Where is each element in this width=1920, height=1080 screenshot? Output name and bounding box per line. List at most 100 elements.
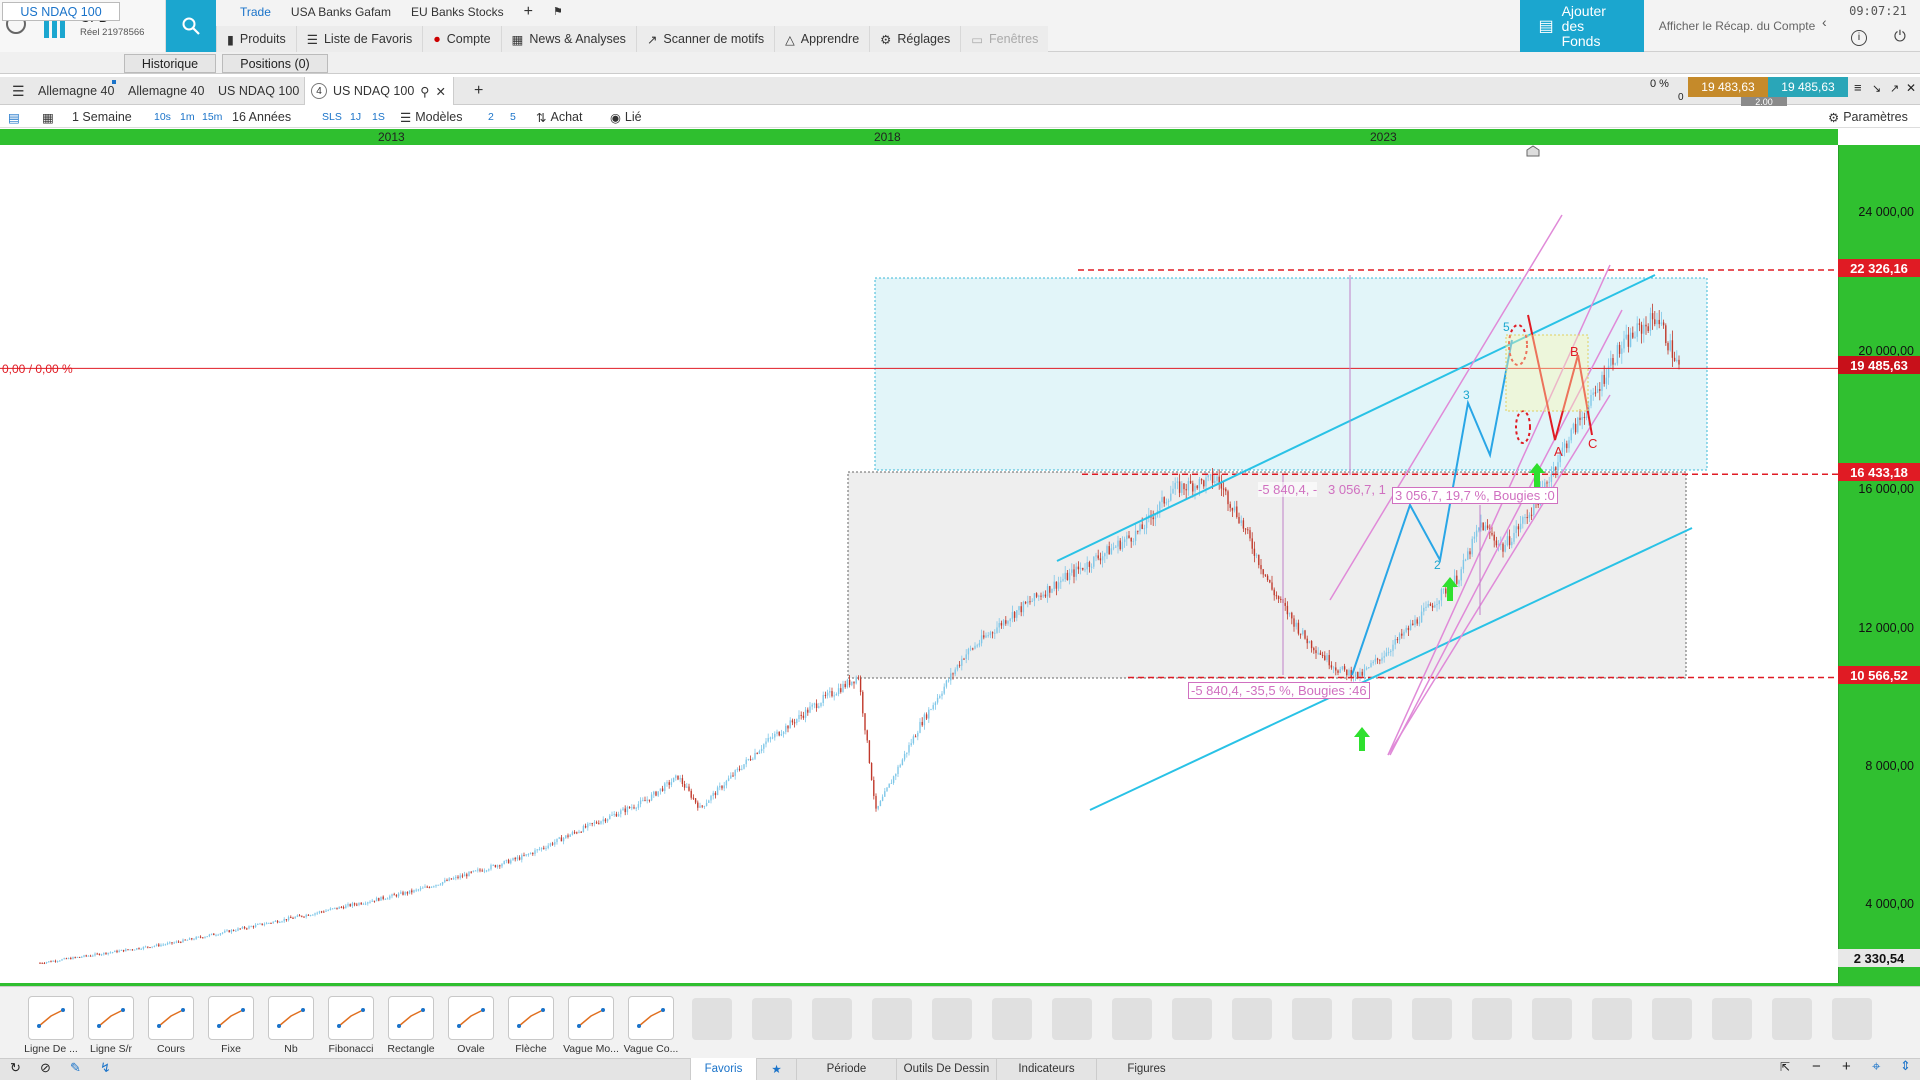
zoom-out-icon[interactable]: − [1812, 1058, 1821, 1075]
tool-fibonacci[interactable]: Fibonacci [324, 996, 378, 1055]
tab-period[interactable]: Période [796, 1058, 896, 1080]
tool-slot-empty[interactable] [992, 998, 1032, 1040]
tool-slot-empty[interactable] [1832, 998, 1872, 1040]
account-recap-link[interactable]: Afficher le Récap. du Compte [1658, 19, 1816, 33]
tool-slot-empty[interactable] [1052, 998, 1092, 1040]
power-icon[interactable]: ⏻ [1894, 28, 1906, 45]
add-chart-tab-icon[interactable]: + [474, 82, 484, 99]
magnet-icon[interactable]: ↯ [100, 1060, 111, 1075]
tab-figures[interactable]: Figures [1096, 1058, 1196, 1080]
zoom-in-icon[interactable]: + [1842, 1058, 1851, 1075]
tab-positions[interactable]: Positions (0) [222, 54, 328, 73]
menu-settings[interactable]: ⚙ Réglages [869, 26, 961, 52]
close-icon[interactable]: ✕ [435, 84, 446, 99]
chart-type-1j[interactable]: 1J [350, 111, 362, 123]
shrink-icon[interactable]: ↘ [1872, 83, 1882, 95]
menu-account[interactable]: ● Compte [422, 26, 501, 52]
tab-drawing-tools[interactable]: Outils De Dessin [896, 1058, 996, 1080]
menu-scanner[interactable]: ↗ Scanner de motifs [635, 26, 775, 52]
tab-indicators[interactable]: Indicateurs [996, 1058, 1096, 1080]
num-5[interactable]: 5 [510, 111, 516, 123]
add-funds-button[interactable]: ▤ Ajouter des Fonds [1520, 0, 1644, 52]
hamburger-icon[interactable]: ☰ [12, 82, 25, 99]
tool-price[interactable]: Cours [144, 996, 198, 1055]
refresh-icon[interactable]: ↻ [10, 1060, 21, 1075]
menu-news[interactable]: ▦ News & Analyses [500, 26, 636, 52]
chart-tab[interactable]: US NDAQ 100 [218, 84, 300, 98]
layout-grid-icon[interactable]: ▦ [42, 110, 54, 125]
reset-zoom-icon[interactable]: ⇱ [1780, 1060, 1791, 1074]
search-button[interactable] [166, 0, 216, 52]
chart-tab[interactable]: Allemagne 40 [38, 84, 115, 98]
num-2[interactable]: 2 [488, 111, 494, 123]
chart-tab[interactable]: Allemagne 40 [128, 84, 205, 98]
menu-eu-banks[interactable]: EU Banks Stocks [410, 5, 504, 19]
tool-slot-empty[interactable] [1352, 998, 1392, 1040]
models-button[interactable]: ☰ Modèles [400, 106, 462, 128]
tool-slot-empty[interactable] [1292, 998, 1332, 1040]
tab-history[interactable]: Historique [124, 54, 216, 73]
tool-slot-empty[interactable] [1232, 998, 1272, 1040]
interval-10s[interactable]: 10s [154, 111, 171, 123]
tool-slot-empty[interactable] [1712, 998, 1752, 1040]
tool-slot-empty[interactable] [1592, 998, 1632, 1040]
menu-products[interactable]: ▮ Produits [216, 26, 296, 52]
tab-us-ndaq[interactable]: US NDAQ 100 [2, 2, 120, 21]
tool-slot-empty[interactable] [1172, 998, 1212, 1040]
tool-sr-line[interactable]: Ligne S/r [84, 996, 138, 1055]
info-icon[interactable]: i [1851, 30, 1867, 46]
cancel-icon[interactable]: ⊘ [40, 1060, 51, 1075]
vertical-fit-icon[interactable]: ⇕ [1900, 1058, 1911, 1073]
bid-price[interactable]: 19 483,63 [1688, 77, 1768, 97]
tool-slot-empty[interactable] [872, 998, 912, 1040]
tool-slot-empty[interactable] [1772, 998, 1812, 1040]
crosshair-icon[interactable]: ⌖ [1872, 1058, 1881, 1075]
popout-icon[interactable]: ↗ [1890, 83, 1900, 95]
period-select[interactable]: 1 Semaine [72, 110, 132, 124]
list-icon[interactable]: ≡ [1854, 80, 1862, 95]
chart-type-1s[interactable]: 1S [372, 111, 385, 123]
chart-tab-active[interactable]: 4 US NDAQ 100 ⚲ ✕ [304, 77, 454, 105]
tool-slot-empty[interactable] [692, 998, 732, 1040]
tool-slot-empty[interactable] [1472, 998, 1512, 1040]
tab-favorites[interactable]: Favoris [690, 1058, 756, 1080]
tool-wave[interactable]: Vague Mo... [563, 996, 619, 1055]
tool-slot-empty[interactable] [812, 998, 852, 1040]
ask-price[interactable]: 19 485,63 [1768, 77, 1848, 97]
menu-windows[interactable]: ▭ Fenêtres [960, 26, 1049, 52]
menu-learn[interactable]: △ Apprendre [774, 26, 870, 52]
close-icon[interactable]: ✕ [1906, 81, 1917, 95]
menu-favorites[interactable]: ☰ Liste de Favoris [295, 26, 423, 52]
layout-list-icon[interactable]: ▤ [8, 110, 20, 125]
notification-icon[interactable]: ⚑ [553, 6, 563, 18]
interval-15m[interactable]: 15m [202, 111, 223, 123]
pencil-icon[interactable]: ✎ [70, 1060, 81, 1075]
chart-type-sls[interactable]: SLS [322, 111, 342, 123]
scroll-handle-icon[interactable] [1526, 145, 1540, 157]
tool-arrow[interactable]: Flèche [504, 996, 558, 1055]
tool-oval[interactable]: Ovale [444, 996, 498, 1055]
menu-trade[interactable]: Trade [240, 5, 271, 19]
star-icon[interactable]: ★ [756, 1058, 796, 1080]
tool-slot-empty[interactable] [1652, 998, 1692, 1040]
tool-text[interactable]: Nb [264, 996, 318, 1055]
interval-1m[interactable]: 1m [180, 111, 195, 123]
tool-slot-empty[interactable] [1412, 998, 1452, 1040]
buy-button[interactable]: ⇅ Achat [536, 106, 582, 128]
search-icon[interactable]: ⚲ [420, 84, 430, 99]
linked-button[interactable]: ◉ Lié [610, 106, 642, 128]
tool-wave-corrective[interactable]: Vague Co... [624, 996, 678, 1055]
settings-button[interactable]: ⚙ Paramètres [1828, 106, 1908, 128]
tool-slot-empty[interactable] [1532, 998, 1572, 1040]
price-chart[interactable] [0, 145, 1838, 983]
tool-slot-empty[interactable] [752, 998, 792, 1040]
menu-usa-banks[interactable]: USA Banks Gafam [290, 5, 391, 19]
tool-line[interactable]: Ligne De ... [24, 996, 78, 1055]
tool-rectangle[interactable]: Rectangle [384, 996, 438, 1055]
add-tab-icon[interactable]: + [523, 3, 533, 20]
range-select[interactable]: 16 Années [232, 110, 292, 124]
tool-fixed[interactable]: Fixe [204, 996, 258, 1055]
tool-slot-empty[interactable] [932, 998, 972, 1040]
price-axis[interactable]: 24 000,00 20 000,00 16 000,00 12 000,00 … [1838, 145, 1920, 985]
collapse-chevron-icon[interactable]: ‹ [1822, 14, 1827, 30]
